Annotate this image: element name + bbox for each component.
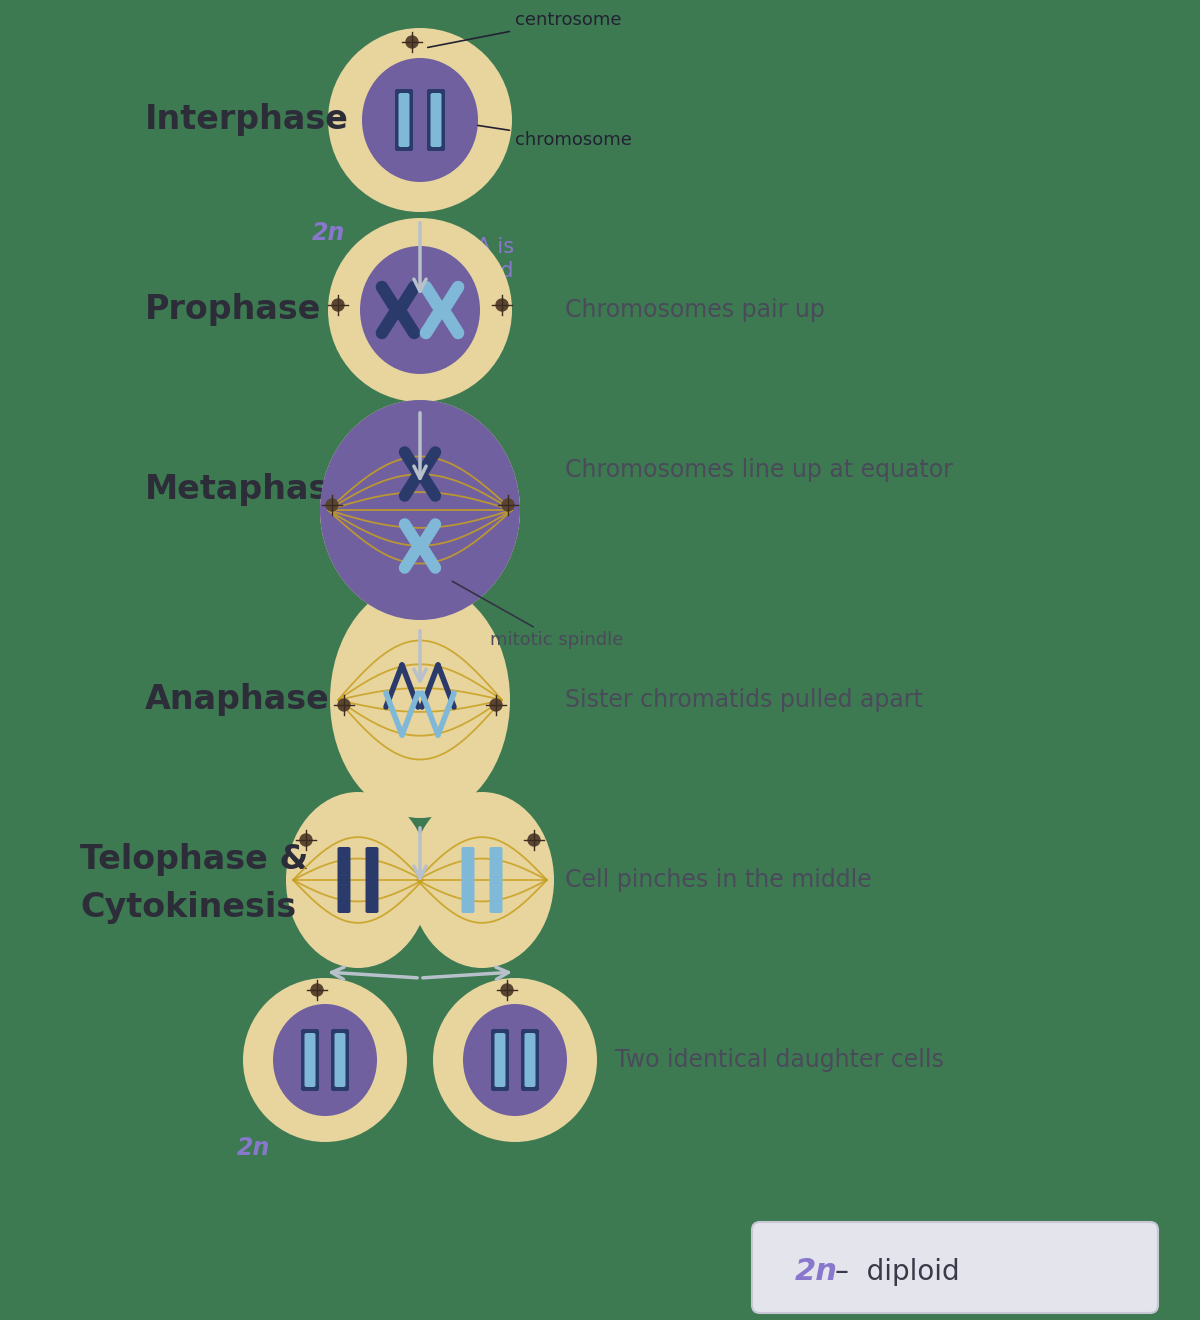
Text: 2n: 2n [312,220,346,246]
FancyBboxPatch shape [331,1030,349,1092]
Ellipse shape [274,1005,377,1115]
Text: chromosome: chromosome [478,125,632,149]
Circle shape [528,834,540,846]
Ellipse shape [328,218,512,403]
Text: 2n: 2n [796,1258,838,1287]
Ellipse shape [320,400,520,620]
Text: 2n: 2n [238,1137,270,1160]
FancyBboxPatch shape [521,1030,539,1092]
Text: Chromosomes pair up: Chromosomes pair up [565,298,824,322]
Ellipse shape [330,582,510,818]
Text: –  diploid: – diploid [835,1258,960,1286]
Ellipse shape [463,1005,568,1115]
Circle shape [326,499,338,511]
FancyBboxPatch shape [490,847,503,913]
FancyBboxPatch shape [398,92,409,147]
Text: centrosome: centrosome [427,11,622,48]
Ellipse shape [362,58,478,182]
FancyBboxPatch shape [395,88,413,150]
Circle shape [496,300,508,312]
Circle shape [300,834,312,846]
FancyBboxPatch shape [752,1222,1158,1313]
FancyBboxPatch shape [335,1034,346,1086]
Ellipse shape [328,28,512,213]
Text: Sister chromatids pulled apart: Sister chromatids pulled apart [565,688,923,711]
Circle shape [338,700,350,711]
Ellipse shape [433,978,598,1142]
Ellipse shape [360,246,480,374]
Text: Two identical daughter cells: Two identical daughter cells [616,1048,944,1072]
FancyBboxPatch shape [301,1030,319,1092]
FancyBboxPatch shape [366,847,378,913]
Text: Anaphase: Anaphase [145,684,330,717]
Circle shape [311,983,323,997]
Text: Interphase: Interphase [145,103,349,136]
Circle shape [332,300,344,312]
Text: mitotic spindle: mitotic spindle [452,581,623,649]
Text: Chromosomes line up at equator: Chromosomes line up at equator [565,458,953,482]
Circle shape [502,499,514,511]
Ellipse shape [320,400,520,620]
Text: Telophase &: Telophase & [80,843,308,876]
FancyBboxPatch shape [337,847,350,913]
Text: Prophase: Prophase [145,293,322,326]
Circle shape [406,36,418,48]
FancyBboxPatch shape [427,88,445,150]
Text: DNA is
copied: DNA is copied [445,238,515,281]
Text: Cell pinches in the middle: Cell pinches in the middle [565,869,871,892]
FancyBboxPatch shape [305,1034,316,1086]
Ellipse shape [286,792,430,968]
Ellipse shape [242,978,407,1142]
FancyBboxPatch shape [494,1034,505,1086]
Text: Metaphase: Metaphase [145,474,352,507]
Circle shape [490,700,502,711]
Ellipse shape [410,792,554,968]
FancyBboxPatch shape [524,1034,535,1086]
Ellipse shape [320,411,520,610]
Circle shape [502,983,514,997]
FancyBboxPatch shape [431,92,442,147]
FancyBboxPatch shape [462,847,474,913]
Text: Cytokinesis: Cytokinesis [80,891,296,924]
FancyBboxPatch shape [491,1030,509,1092]
